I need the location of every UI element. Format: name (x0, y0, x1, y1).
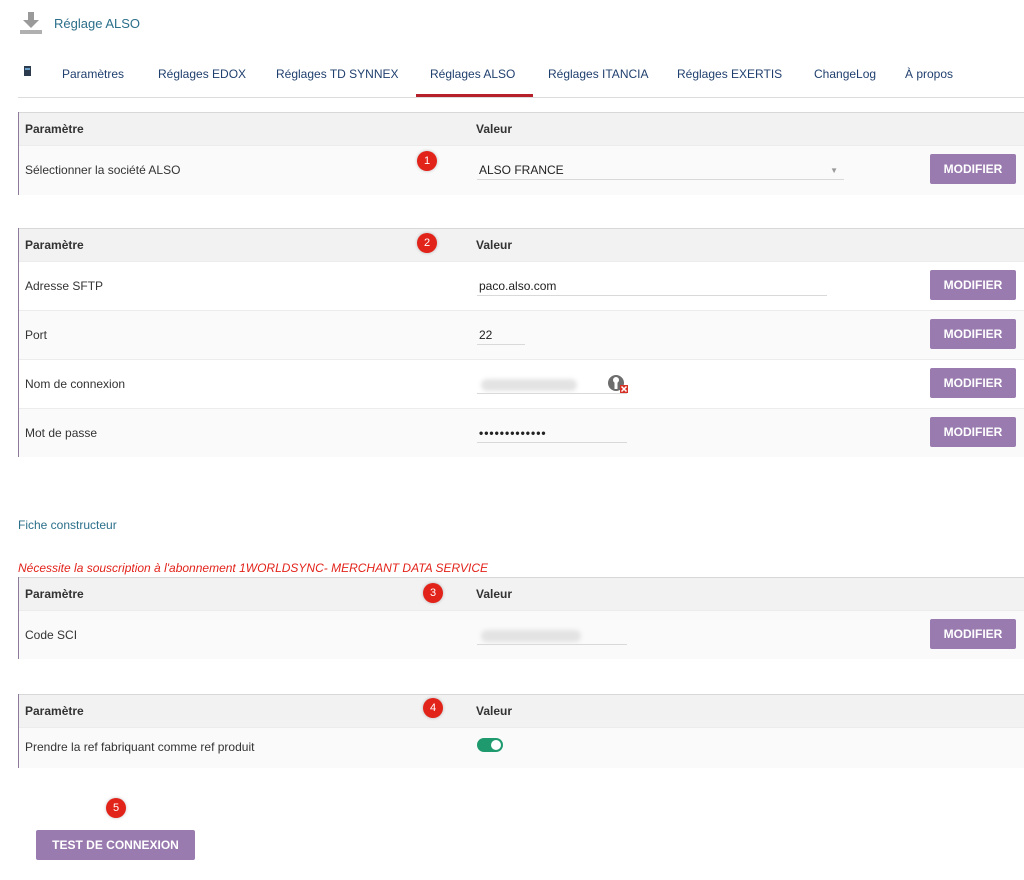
app-icon (24, 66, 31, 76)
section-title-fiche-constructeur: Fiche constructeur (18, 518, 117, 532)
subscription-warning: Nécessite la souscription à l'abonnement… (18, 561, 488, 575)
modify-button[interactable]: MODIFIER (930, 368, 1016, 398)
row-label: Code SCI (25, 628, 78, 642)
row-label: Adresse SFTP (25, 279, 104, 293)
test-connection-button[interactable]: TEST DE CONNEXION (36, 830, 195, 860)
download-icon (20, 12, 42, 34)
sftp-table: Paramètre Valeur Adresse SFTP paco.also.… (18, 228, 1024, 457)
tab-reglages-td-synnex[interactable]: Réglages TD SYNNEX (276, 67, 399, 81)
company-table: Paramètre Valeur Sélectionner la société… (18, 112, 1024, 195)
ref-toggle[interactable] (477, 738, 503, 752)
table-row: Adresse SFTP paco.also.com MODIFIER (19, 261, 1024, 310)
table-header: Paramètre Valeur (19, 112, 1024, 145)
table-row: Sélectionner la société ALSO ALSO FRANCE… (19, 145, 1024, 195)
table-row: Port 22 MODIFIER (19, 310, 1024, 359)
sci-code-input[interactable] (477, 625, 627, 645)
param-header: Paramètre (25, 122, 84, 136)
modify-button[interactable]: MODIFIER (930, 417, 1016, 447)
param-header: Paramètre (25, 704, 84, 718)
table-header: Paramètre Valeur (19, 694, 1024, 727)
step-badge-3: 3 (423, 583, 443, 603)
port-input[interactable]: 22 (477, 325, 525, 345)
table-header: Paramètre Valeur (19, 228, 1024, 261)
toggle-knob (491, 740, 501, 750)
table-row: Mot de passe ••••••••••••• MODIFIER (19, 408, 1024, 457)
modify-button[interactable]: MODIFIER (930, 270, 1016, 300)
value-header: Valeur (476, 704, 513, 718)
value-header: Valeur (476, 122, 513, 136)
row-label: Prendre la ref fabriquant comme ref prod… (25, 740, 255, 754)
tab-active-indicator (416, 94, 533, 97)
password-manager-icon[interactable] (607, 374, 629, 394)
row-label: Nom de connexion (25, 377, 126, 391)
row-label: Sélectionner la société ALSO (25, 163, 181, 177)
row-label: Port (25, 328, 48, 342)
password-input[interactable]: ••••••••••••• (477, 423, 627, 443)
step-badge-5: 5 (106, 798, 126, 818)
tab-reglages-itancia[interactable]: Réglages ITANCIA (548, 67, 649, 81)
page-title: Réglage ALSO (54, 16, 141, 31)
table-row: Nom de connexion MODIFIER (19, 359, 1024, 408)
value-header: Valeur (476, 238, 513, 252)
company-select-value: ALSO FRANCE (479, 163, 564, 177)
tab-parametres[interactable]: Paramètres (62, 67, 125, 81)
step-badge-4: 4 (423, 698, 443, 718)
blurred-value (481, 630, 581, 642)
blurred-value (481, 379, 577, 391)
tab-reglages-also[interactable]: Réglages ALSO (430, 67, 516, 81)
chevron-down-icon: ▼ (830, 166, 838, 175)
modify-button[interactable]: MODIFIER (930, 619, 1016, 649)
tab-changelog[interactable]: ChangeLog (814, 67, 877, 81)
table-row: Prendre la ref fabriquant comme ref prod… (19, 727, 1024, 768)
sci-table: Paramètre Valeur Code SCI MODIFIER 3 (18, 577, 1024, 659)
company-select[interactable]: ALSO FRANCE ▼ (477, 160, 844, 180)
ref-table: Paramètre Valeur Prendre la ref fabriqua… (18, 694, 1024, 768)
modify-button[interactable]: MODIFIER (930, 319, 1016, 349)
tab-reglages-exertis[interactable]: Réglages EXERTIS (677, 67, 783, 81)
table-header: Paramètre Valeur (19, 577, 1024, 610)
table-row: Code SCI MODIFIER (19, 610, 1024, 659)
tabs-divider (18, 97, 1024, 98)
tab-reglages-edox[interactable]: Réglages EDOX (158, 67, 247, 81)
sftp-address-input[interactable]: paco.also.com (477, 276, 827, 296)
modify-button[interactable]: MODIFIER (930, 154, 1016, 184)
username-input[interactable] (477, 374, 627, 394)
param-header: Paramètre (25, 587, 84, 601)
step-badge-1: 1 (417, 151, 437, 171)
row-label: Mot de passe (25, 426, 98, 440)
value-header: Valeur (476, 587, 513, 601)
step-badge-2: 2 (417, 233, 437, 253)
param-header: Paramètre (25, 238, 84, 252)
tab-a-propos[interactable]: À propos (905, 67, 954, 81)
